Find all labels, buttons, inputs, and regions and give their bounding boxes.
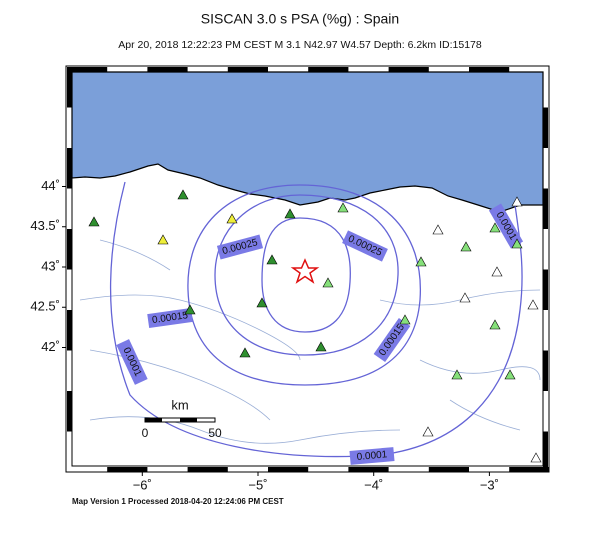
station — [184, 304, 196, 315]
contours — [109, 181, 523, 458]
frame-segment — [543, 350, 548, 391]
frame-segment — [67, 229, 72, 270]
frame-segment — [67, 67, 72, 108]
contour-label-box — [373, 317, 411, 363]
station — [399, 314, 411, 325]
contour-label: 0.0001 — [349, 447, 395, 465]
lon-label: −4˚ — [364, 477, 383, 492]
frame-segment — [67, 391, 72, 432]
station — [491, 266, 503, 277]
lat-label: 44˚ — [41, 178, 60, 193]
frame-segment — [469, 67, 510, 72]
frame-segment — [543, 107, 548, 148]
station — [459, 292, 471, 303]
frame-segment — [147, 67, 188, 72]
station — [530, 452, 542, 463]
stations — [88, 189, 542, 463]
footer: Map Version 1 Processed 2018-04-20 12:24… — [72, 497, 284, 506]
frame-segment — [543, 431, 548, 472]
station — [432, 224, 444, 235]
lat-label: 43˚ — [41, 258, 60, 273]
frame-segment — [509, 467, 550, 472]
station — [415, 256, 427, 267]
contour-label-text: 0.0001 — [356, 449, 388, 463]
axis-labels: 44˚ 43.5˚ 43˚ 42.5˚ 42˚ −6˚ −5˚ −4˚ −3˚ — [30, 178, 499, 493]
lat-label: 42.5˚ — [30, 299, 60, 314]
station — [511, 238, 523, 249]
station — [504, 369, 516, 380]
scale-start: 0 — [142, 426, 149, 440]
station — [88, 216, 100, 227]
lon-label: −3˚ — [480, 477, 499, 492]
station — [256, 297, 268, 308]
lon-label: −5˚ — [248, 477, 267, 492]
station — [451, 369, 463, 380]
contour-label-box — [116, 339, 148, 385]
frame-segment — [268, 467, 309, 472]
station — [337, 202, 349, 213]
station — [239, 347, 251, 358]
map-area: 0.00025 0.000250.000150.000150.00010.0001… — [71, 71, 544, 466]
station — [157, 234, 169, 245]
frame-segment — [67, 148, 72, 189]
station — [226, 213, 238, 224]
station — [489, 319, 501, 330]
contour-label-box — [216, 234, 264, 260]
frame-segment — [107, 467, 148, 472]
contour-label-box — [147, 308, 193, 328]
frame-segment — [543, 188, 548, 229]
lat-label: 42˚ — [41, 339, 60, 354]
contour-label-box — [349, 447, 395, 465]
map-frame — [65, 65, 550, 473]
station — [322, 277, 334, 288]
station — [266, 254, 278, 265]
scale-bar: km 0 50 — [142, 397, 222, 440]
frame-segment — [67, 67, 108, 72]
station — [527, 299, 539, 310]
station — [422, 426, 434, 437]
lon-label: −6˚ — [133, 477, 152, 492]
frame-segment — [388, 67, 429, 72]
frame-segment — [187, 467, 228, 472]
station — [177, 189, 189, 200]
frame-segment — [308, 67, 349, 72]
contour-label: 0.00015 — [147, 308, 193, 328]
contour-label-text: 0.00015 — [151, 310, 189, 326]
contour-label-box — [488, 203, 524, 249]
frame-segment — [428, 467, 469, 472]
station — [284, 208, 296, 219]
frame-segment — [227, 67, 268, 72]
subtitle: Apr 20, 2018 12:22:23 PM CEST M 3.1 N42.… — [118, 39, 482, 51]
frame-segment — [67, 310, 72, 351]
contour-label-box — [342, 230, 388, 262]
title: SISCAN 3.0 s PSA (%g) : Spain — [201, 11, 399, 27]
sea — [71, 71, 544, 213]
station — [315, 341, 327, 352]
frame-segment — [348, 467, 389, 472]
station — [489, 222, 501, 233]
frame-segment — [543, 269, 548, 310]
epicenter — [290, 258, 320, 284]
station — [460, 241, 472, 252]
lat-label: 43.5˚ — [30, 218, 60, 233]
scale-unit: km — [171, 397, 188, 412]
scale-end: 50 — [208, 426, 222, 440]
station — [511, 196, 523, 207]
